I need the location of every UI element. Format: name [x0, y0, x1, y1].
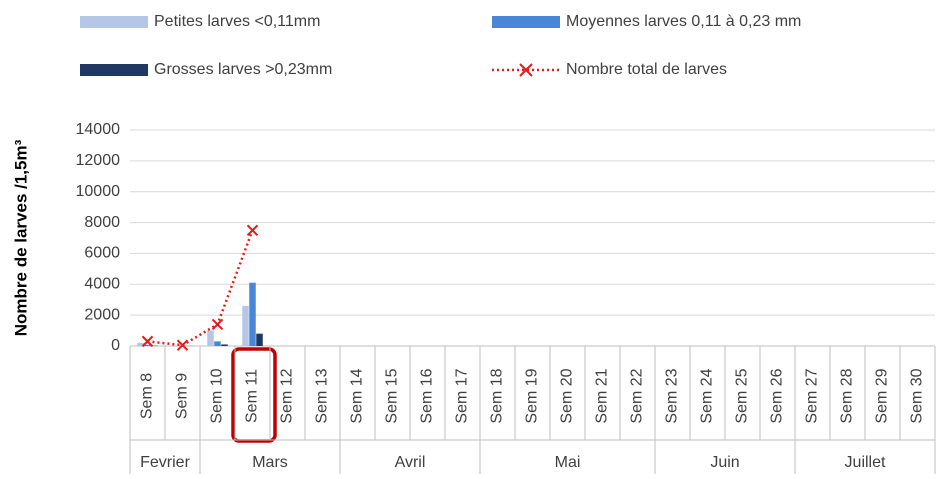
x-tick-label: Sem 11 — [244, 369, 261, 423]
x-tick-label: Sem 23 — [664, 368, 681, 423]
x-tick-label: Sem 9 — [174, 373, 191, 419]
y-tick-label: 4000 — [84, 276, 120, 293]
x-tick-label: Sem 10 — [209, 368, 226, 423]
x-tick-label: Sem 21 — [594, 368, 611, 423]
y-tick-label: 10000 — [76, 183, 121, 200]
legend-label: Nombre total de larves — [566, 61, 727, 78]
bar — [242, 306, 249, 346]
group-label: Avril — [395, 454, 426, 471]
x-tick-label: Sem 28 — [839, 368, 856, 423]
group-label: Juillet — [845, 454, 886, 471]
legend-swatch — [520, 64, 532, 76]
x-tick-label: Sem 30 — [909, 368, 926, 423]
x-tick-label: Sem 14 — [349, 368, 366, 423]
bar — [214, 341, 221, 346]
legend-label: Grosses larves >0,23mm — [154, 61, 332, 78]
y-tick-label: 2000 — [84, 306, 120, 323]
x-tick-label: Sem 19 — [524, 368, 541, 423]
legend-label: Moyennes larves 0,11 à 0,23 mm — [566, 13, 801, 30]
x-tick-label: Sem 15 — [384, 368, 401, 423]
y-axis-label: Nombre de larves /1,5m³ — [11, 139, 30, 336]
x-tick-label: Sem 16 — [419, 368, 436, 423]
y-tick-label: 6000 — [84, 245, 120, 262]
group-label: Mars — [252, 454, 288, 471]
x-tick-label: Sem 27 — [804, 368, 821, 423]
x-tick-label: Sem 22 — [629, 368, 646, 423]
legend-swatch — [80, 64, 148, 76]
y-tick-label: 8000 — [84, 214, 120, 231]
legend-swatch — [492, 16, 560, 28]
bar — [207, 331, 214, 346]
x-tick-label: Sem 24 — [699, 368, 716, 423]
group-label: Juin — [710, 454, 739, 471]
x-tick-label: Sem 12 — [279, 368, 296, 423]
bar — [221, 344, 228, 346]
x-tick-label: Sem 18 — [489, 368, 506, 423]
bar — [249, 283, 256, 346]
x-tick-label: Sem 13 — [314, 368, 331, 423]
x-tick-label: Sem 25 — [734, 368, 751, 423]
x-tick-label: Sem 17 — [454, 368, 471, 423]
y-tick-label: 12000 — [76, 152, 121, 169]
group-label: Mai — [555, 454, 581, 471]
y-tick-label: 14000 — [76, 121, 121, 138]
x-tick-label: Sem 8 — [139, 373, 156, 419]
x-tick-label: Sem 29 — [874, 368, 891, 423]
legend-swatch — [80, 16, 148, 28]
y-tick-label: 0 — [111, 337, 120, 354]
line — [148, 230, 253, 345]
x-tick-label: Sem 26 — [769, 368, 786, 423]
x-tick-label: Sem 20 — [559, 368, 576, 423]
legend-label: Petites larves <0,11mm — [154, 13, 320, 30]
bar — [256, 334, 263, 346]
group-label: Fevrier — [140, 454, 190, 471]
